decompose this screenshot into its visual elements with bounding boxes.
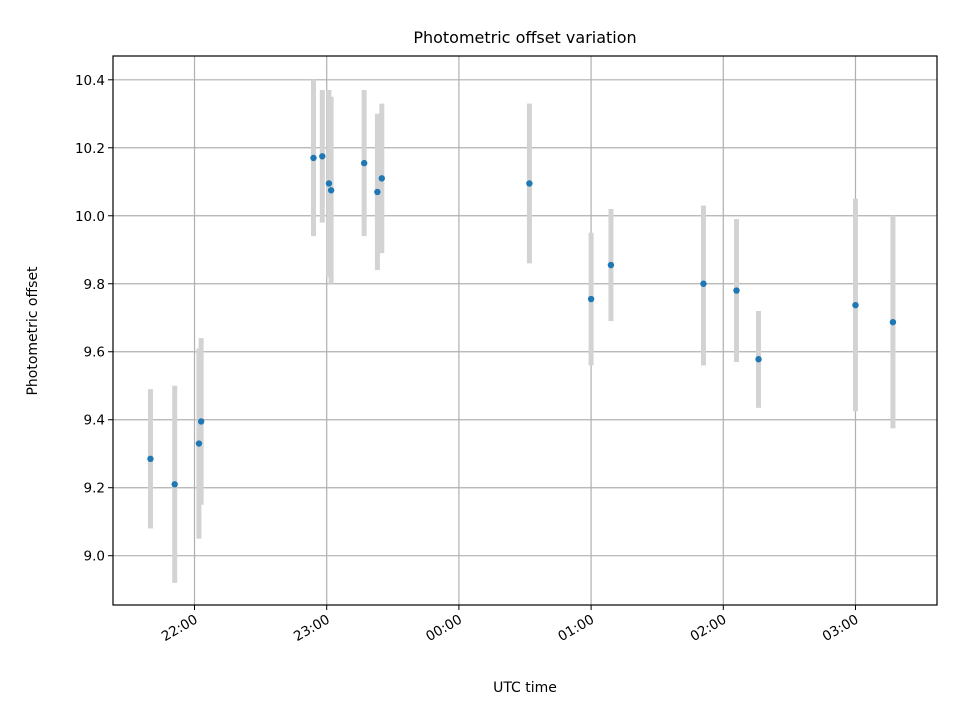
data-point (147, 455, 154, 463)
data-point (700, 280, 707, 287)
data-point (195, 440, 203, 447)
data-point (852, 301, 859, 309)
y-tick-label: 9.4 (84, 413, 105, 429)
data-point (325, 180, 333, 187)
data-point (755, 356, 762, 363)
data-point (378, 175, 385, 182)
data-point (607, 261, 615, 269)
y-axis-ticks: 9.0 9.2 9.4 9.6 9.8 10.0 10.2 10.4 (75, 73, 113, 565)
data-point (310, 154, 317, 162)
chart-title: Photometric offset variation (413, 28, 636, 47)
data-point (374, 188, 381, 196)
y-tick-label: 9.0 (84, 549, 105, 565)
data-point (197, 418, 205, 425)
x-axis-label: UTC time (493, 680, 557, 696)
data-point (171, 481, 178, 488)
data-point (327, 187, 335, 194)
y-axis-label: Photometric offset (25, 266, 41, 396)
y-tick-label: 9.2 (84, 481, 105, 497)
y-tick-label: 10.4 (75, 73, 105, 89)
y-tick-label: 10.0 (75, 209, 105, 225)
data-point (733, 287, 740, 294)
plot-frame (112, 55, 938, 606)
data-point (319, 153, 326, 160)
y-tick-label: 9.8 (84, 277, 105, 293)
y-tick-label: 10.2 (75, 141, 105, 157)
data-point (889, 318, 897, 326)
data-points (147, 153, 897, 488)
data-point (526, 180, 533, 187)
data-point (360, 159, 368, 167)
y-tick-label: 9.6 (84, 345, 105, 361)
data-point (587, 295, 595, 303)
